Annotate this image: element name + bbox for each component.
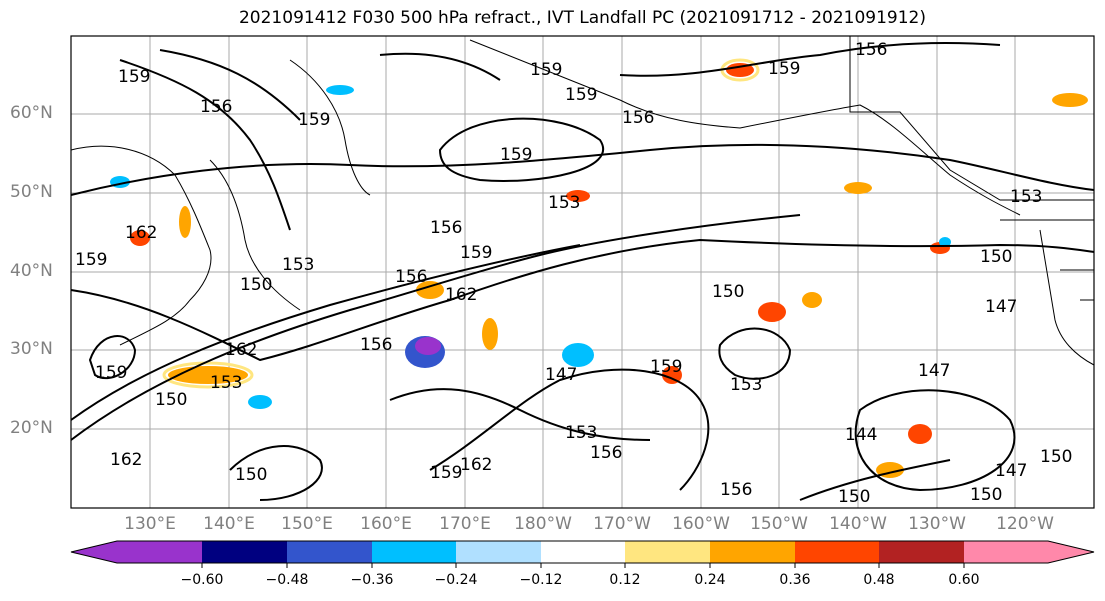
contour-label: 153 <box>210 373 242 393</box>
contour-label: 156 <box>395 267 427 287</box>
colorbar-tick-label: 0.60 <box>948 572 980 588</box>
contour-label: 159 <box>298 110 330 130</box>
lon-label: 150°W <box>750 514 808 534</box>
colorbar-extend-min <box>71 541 117 563</box>
lon-label: 130°E <box>124 514 176 534</box>
contour-label: 156 <box>200 97 232 117</box>
contour-label: 159 <box>95 363 127 383</box>
contour-label: 159 <box>565 85 597 105</box>
map-title: 2021091412 F030 500 hPa refract., IVT La… <box>238 8 926 28</box>
contour-label: 153 <box>282 255 314 275</box>
contour-label: 153 <box>548 193 580 213</box>
coastlines <box>70 36 1095 366</box>
contour-label: 150 <box>1040 447 1072 467</box>
contour-label: 156 <box>360 335 392 355</box>
colorbar-segment <box>372 541 456 563</box>
colorbar-segment <box>541 541 625 563</box>
colorbar-extend-max <box>1048 541 1094 563</box>
colorbar-tick-label: 0.12 <box>609 572 641 588</box>
contour-label-group: 159 156 159 159 159 156 159 153 156 156 … <box>75 40 1072 507</box>
lat-label: 40°N <box>10 261 53 281</box>
contour-label: 159 <box>768 59 800 79</box>
lon-label: 170°W <box>593 514 651 534</box>
colorbar-tick-label: −0.24 <box>434 572 478 588</box>
contour-label: 162 <box>110 450 142 470</box>
contour-label: 159 <box>430 463 462 483</box>
contour-label: 150 <box>240 275 272 295</box>
contour-label: 159 <box>460 243 492 263</box>
map-frame <box>70 35 1095 509</box>
colorbar-tick-label: −0.60 <box>180 572 224 588</box>
contour-label: 159 <box>118 67 150 87</box>
lon-label: 130°W <box>908 514 966 534</box>
colorbar-tick-label: 0.24 <box>694 572 726 588</box>
contour-label: 159 <box>650 357 682 377</box>
contour-lines <box>70 42 1095 501</box>
lon-label: 140°E <box>203 514 255 534</box>
colorbar-outline <box>70 540 1095 564</box>
lon-label: 160°W <box>672 514 730 534</box>
contour-label: 153 <box>1010 187 1042 207</box>
colorbar-tick-label: 0.48 <box>863 572 895 588</box>
lon-label: 120°W <box>996 514 1054 534</box>
contour-label: 150 <box>838 487 870 507</box>
colorbar-tick-label: −0.12 <box>519 572 563 588</box>
contour-label: 144 <box>845 425 877 445</box>
colorbar-tick-label: −0.48 <box>265 572 309 588</box>
lat-label: 50°N <box>10 182 53 202</box>
colorbar-tick-marks <box>201 563 965 568</box>
shaded-anomalies <box>110 58 1088 478</box>
contour-label: 156 <box>430 218 462 238</box>
contour-label: 156 <box>855 40 887 60</box>
contour-label: 156 <box>720 480 752 500</box>
contour-label: 147 <box>995 461 1027 481</box>
contour-label: 162 <box>125 223 157 243</box>
colorbar-segment <box>879 541 964 563</box>
colorbar-segment <box>795 541 879 563</box>
lon-label: 180°W <box>514 514 572 534</box>
contour-label: 150 <box>235 465 267 485</box>
contour-label: 153 <box>730 375 762 395</box>
lat-label: 60°N <box>10 103 53 123</box>
lat-label: 30°N <box>10 339 53 359</box>
contour-label: 159 <box>75 250 107 270</box>
contour-label: 147 <box>545 365 577 385</box>
colorbar <box>70 540 1095 568</box>
lon-label: 160°E <box>360 514 412 534</box>
colorbar-segment <box>456 541 541 563</box>
colorbar-segment <box>117 541 202 563</box>
contour-label: 156 <box>622 108 654 128</box>
contour-label: 162 <box>460 455 492 475</box>
contour-label: 150 <box>712 282 744 302</box>
lon-label: 170°E <box>439 514 491 534</box>
colorbar-segment <box>964 541 1048 563</box>
colorbar-segment <box>287 541 372 563</box>
colorbar-tick-label: 0.36 <box>779 572 811 588</box>
contour-label: 153 <box>565 423 597 443</box>
contour-label: 147 <box>918 361 950 381</box>
contour-label: 156 <box>590 443 622 463</box>
lon-label: 140°W <box>829 514 887 534</box>
lat-label: 20°N <box>10 418 53 438</box>
contour-label: 159 <box>500 145 532 165</box>
contour-label: 150 <box>980 247 1012 267</box>
contour-label: 150 <box>970 485 1002 505</box>
contour-label: 147 <box>985 297 1017 317</box>
colorbar-segment <box>710 541 795 563</box>
lon-label: 150°E <box>281 514 333 534</box>
contour-label: 150 <box>155 390 187 410</box>
graticule <box>71 36 1094 508</box>
contour-label: 159 <box>530 60 562 80</box>
colorbar-segment <box>625 541 710 563</box>
contour-label: 162 <box>225 340 257 360</box>
colorbar-tick-label: −0.36 <box>350 572 394 588</box>
colorbar-segment <box>202 541 287 563</box>
contour-label: 162 <box>445 285 477 305</box>
